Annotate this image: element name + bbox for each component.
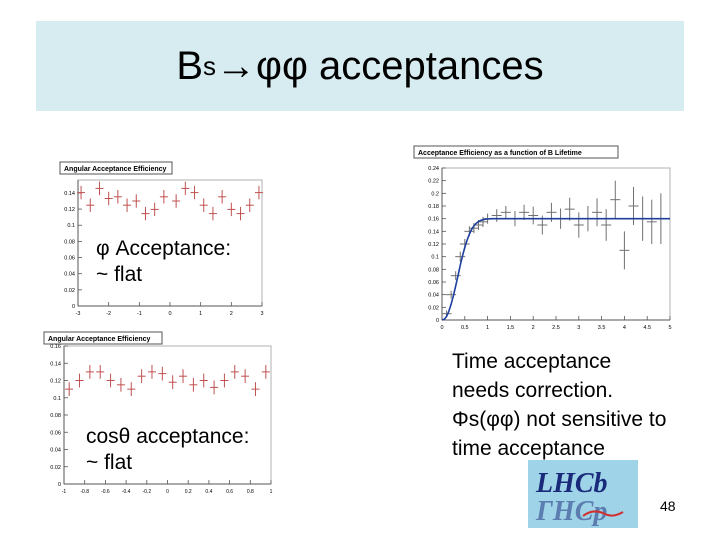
y-tick-label: 0.14 xyxy=(428,229,439,235)
y-tick-label: 0.16 xyxy=(428,217,439,223)
plot-title-box xyxy=(413,145,619,159)
phi-caption-line1: φ Acceptance: xyxy=(96,237,232,260)
y-tick-label: 0.04 xyxy=(50,448,61,454)
x-tick-label: 3.5 xyxy=(598,325,606,331)
x-tick-label: 1 xyxy=(199,311,202,317)
plot-title: Acceptance Efficiency as a function of B… xyxy=(418,150,582,157)
costheta-caption-line1: cosθ acceptance: xyxy=(86,425,250,448)
y-tick-label: 0.14 xyxy=(50,361,61,367)
y-tick-label: 0.24 xyxy=(428,166,439,172)
plot-title-box xyxy=(59,161,173,175)
time-caption-line4: time acceptance xyxy=(452,437,605,460)
x-tick-label: 2.5 xyxy=(552,325,560,331)
x-tick-label: -1 xyxy=(137,311,142,317)
x-tick-label: 3 xyxy=(260,311,263,317)
x-tick-label: -1 xyxy=(62,489,67,495)
y-tick-label: 0.02 xyxy=(64,288,75,294)
x-tick-label: -0.8 xyxy=(80,489,89,495)
title-rest: →φφ acceptances xyxy=(216,43,544,88)
phi-acceptance-plot: Angular Acceptance Efficiency 0 0.02 0.04 0.… xyxy=(56,160,268,318)
y-tick-label: 0.04 xyxy=(428,293,439,299)
y-tick-label: 0.06 xyxy=(50,430,61,436)
y-tick-label: 0.02 xyxy=(428,305,439,311)
plot-title: Angular Acceptance Efficiency xyxy=(48,336,151,343)
plot-title-box xyxy=(43,331,163,345)
x-tick-label: 1.5 xyxy=(507,325,515,331)
time-caption-line2: needs correction. xyxy=(452,379,614,402)
y-tick-label: 0.08 xyxy=(428,267,439,273)
y-tick-label: 0.1 xyxy=(431,255,439,261)
x-tick-label: 0 xyxy=(168,311,171,317)
title-sub: s xyxy=(203,50,217,81)
x-tick-label: 0.4 xyxy=(205,489,212,495)
x-tick-label: -0.4 xyxy=(122,489,131,495)
plot-frame xyxy=(63,345,272,485)
x-tick-label: -3 xyxy=(76,311,81,317)
x-tick-label: 2 xyxy=(532,325,535,331)
phi-caption-line2: ~ flat xyxy=(96,263,143,286)
y-tick-label: 0.1 xyxy=(53,396,61,402)
costheta-acceptance-plot: Angular Acceptance Efficiency 0 0.02 0.04 0.… xyxy=(40,330,275,496)
x-tick-label: 0.5 xyxy=(461,325,469,331)
x-tick-label: 0.8 xyxy=(247,489,254,495)
x-tick-label: -0.6 xyxy=(101,489,110,495)
costheta-caption: cosθ acceptance: ~ flat xyxy=(86,424,249,476)
lhcb-logo: LHCb ГHCp xyxy=(528,460,638,528)
y-tick-label: 0.02 xyxy=(50,465,61,471)
phi-caption: φ Acceptance: ~ flat xyxy=(96,236,231,288)
y-tick-label: 0.12 xyxy=(428,242,439,248)
y-tick-label: 0 xyxy=(58,482,61,488)
x-tick-label: -2 xyxy=(106,311,111,317)
x-tick-label: 1 xyxy=(270,489,273,495)
x-tick-label: 4.5 xyxy=(643,325,651,331)
time-caption-line1: Time acceptance xyxy=(452,350,612,373)
page-number: 48 xyxy=(660,498,676,514)
y-tick-label: 0.08 xyxy=(64,239,75,245)
x-tick-label: 1 xyxy=(486,325,489,331)
y-tick-label: 0.18 xyxy=(428,204,439,210)
time-caption: Time acceptance needs correction. Φs(φφ)… xyxy=(452,347,666,463)
x-tick-label: 3 xyxy=(577,325,580,331)
fit-curve xyxy=(441,217,670,321)
y-tick-label: 0.16 xyxy=(50,344,61,350)
y-tick-label: 0.12 xyxy=(50,379,61,385)
y-tick-label: 0.2 xyxy=(431,191,439,197)
costheta-caption-line2: ~ flat xyxy=(86,451,133,474)
y-tick-label: 0.12 xyxy=(64,207,75,213)
x-tick-label: 4 xyxy=(623,325,626,331)
x-tick-label: 2 xyxy=(230,311,233,317)
plot-frame xyxy=(441,167,671,321)
y-tick-label: 0.1 xyxy=(67,223,75,229)
x-tick-label: -0.2 xyxy=(142,489,151,495)
time-caption-line3: Φs(φφ) not sensitive to xyxy=(452,408,667,431)
y-tick-label: 0 xyxy=(436,318,439,324)
x-tick-label: 0 xyxy=(440,325,443,331)
lifetime-acceptance-plot: Acceptance Efficiency as a function of B… xyxy=(410,144,680,336)
y-tick-label: 0.08 xyxy=(50,413,61,419)
y-tick-label: 0.04 xyxy=(64,272,75,278)
title-main: B xyxy=(176,43,204,88)
y-tick-label: 0.14 xyxy=(64,191,75,197)
x-tick-label: 5 xyxy=(668,325,671,331)
x-tick-label: 0.6 xyxy=(226,489,233,495)
y-tick-label: 0 xyxy=(72,304,75,310)
y-tick-label: 0.06 xyxy=(428,280,439,286)
logo-text-top: LHCb xyxy=(535,468,608,499)
x-tick-label: 0.2 xyxy=(185,489,192,495)
y-tick-label: 0.22 xyxy=(428,179,439,185)
y-tick-label: 0.06 xyxy=(64,256,75,262)
x-tick-label: 0 xyxy=(166,489,169,495)
plot-title: Angular Acceptance Efficiency xyxy=(64,166,167,173)
